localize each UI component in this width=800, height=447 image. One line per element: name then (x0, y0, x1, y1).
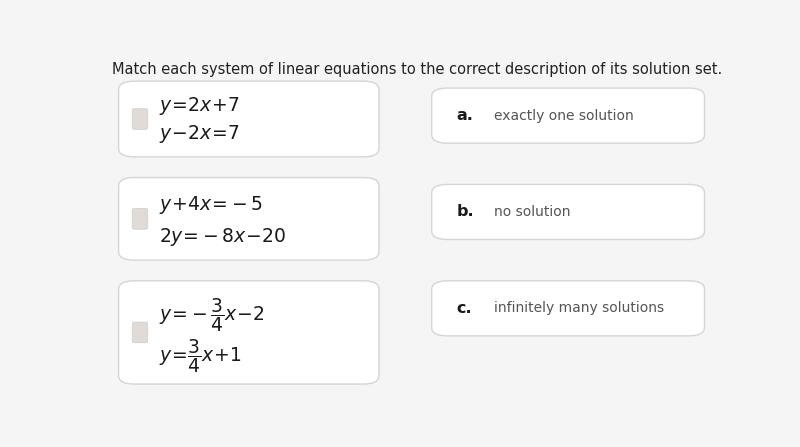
FancyBboxPatch shape (118, 177, 379, 260)
Text: $y\!+\!4x\!=\!-5$: $y\!+\!4x\!=\!-5$ (159, 194, 262, 216)
Text: a.: a. (457, 108, 474, 123)
Text: Match each system of linear equations to the correct description of its solution: Match each system of linear equations to… (112, 62, 722, 77)
FancyBboxPatch shape (118, 281, 379, 384)
FancyBboxPatch shape (432, 185, 705, 240)
Text: no solution: no solution (494, 205, 570, 219)
Text: c.: c. (457, 301, 472, 316)
Text: exactly one solution: exactly one solution (494, 109, 634, 122)
FancyBboxPatch shape (132, 109, 148, 129)
Text: $y\!=\!-\dfrac{3}{4}x\!-\!2$: $y\!=\!-\dfrac{3}{4}x\!-\!2$ (159, 296, 265, 334)
Text: $y\!=\!2x\!+\!7$: $y\!=\!2x\!+\!7$ (159, 95, 239, 117)
FancyBboxPatch shape (432, 88, 705, 143)
FancyBboxPatch shape (118, 81, 379, 157)
FancyBboxPatch shape (132, 208, 148, 229)
Text: $2y\!=\!-8x\!-\!20$: $2y\!=\!-8x\!-\!20$ (159, 226, 286, 248)
Text: infinitely many solutions: infinitely many solutions (494, 301, 664, 315)
FancyBboxPatch shape (432, 281, 705, 336)
Text: b.: b. (457, 204, 474, 219)
FancyBboxPatch shape (132, 322, 148, 343)
Text: $y\!-\!2x\!=\!7$: $y\!-\!2x\!=\!7$ (159, 123, 239, 145)
Text: $y\!=\!\dfrac{3}{4}x\!+\!1$: $y\!=\!\dfrac{3}{4}x\!+\!1$ (159, 337, 242, 375)
